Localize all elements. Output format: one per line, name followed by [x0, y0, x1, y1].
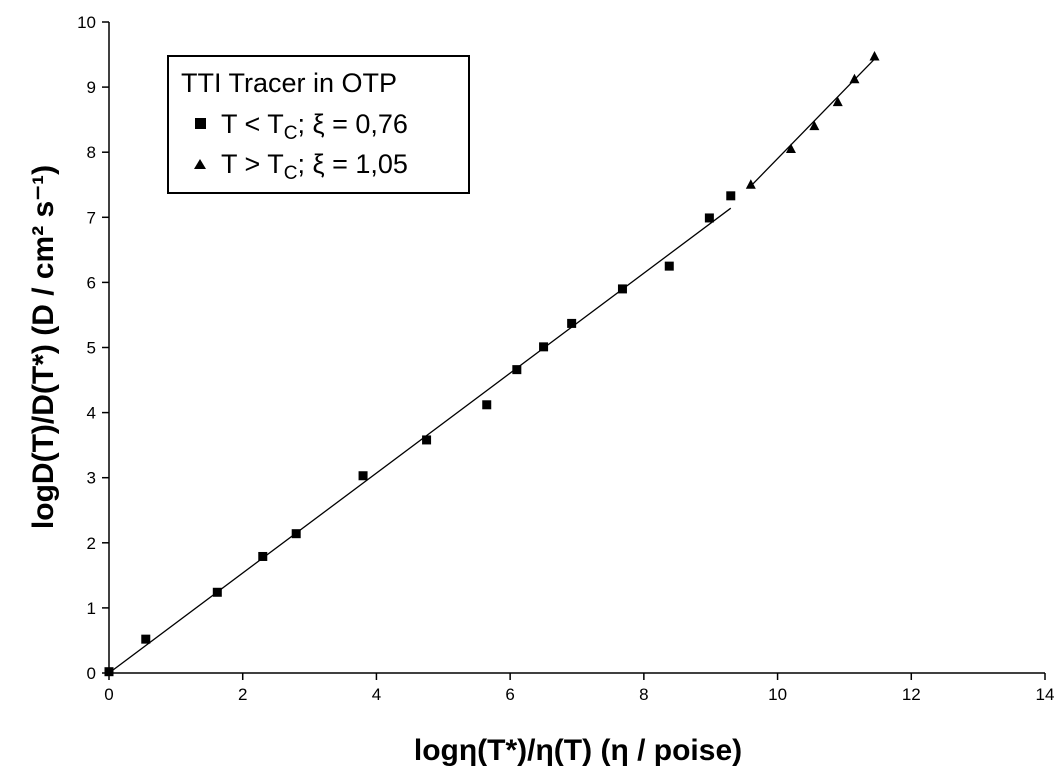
x-tick-label: 0 [104, 685, 113, 704]
legend: TTI Tracer in OTP T < TC; ξ = 0,76 T > T… [167, 55, 470, 194]
y-tick-label: 1 [87, 599, 96, 618]
y-tick-label: 8 [87, 143, 96, 162]
y-tick-label: 6 [87, 273, 96, 292]
x-tick-label: 14 [1036, 685, 1055, 704]
data-point-square [422, 435, 432, 445]
data-point-triangle [832, 96, 843, 107]
data-point-square [664, 261, 674, 271]
data-point-square [258, 551, 268, 561]
data-point-triangle [745, 179, 756, 189]
y-tick-label: 2 [87, 534, 96, 553]
x-tick-label: 6 [505, 685, 514, 704]
y-tick-label: 5 [87, 339, 96, 358]
data-point-square [704, 213, 714, 223]
data-point-triangle [869, 51, 880, 61]
x-tick-label: 2 [238, 685, 247, 704]
y-tick-label: 0 [87, 664, 96, 683]
data-point-square [104, 667, 114, 677]
data-point-square [617, 284, 627, 294]
data-points [104, 51, 880, 677]
y-tick-label: 10 [77, 13, 96, 32]
data-point-square [358, 471, 368, 481]
y-tick-label: 3 [87, 469, 96, 488]
data-point-square [512, 365, 522, 375]
data-point-triangle [849, 73, 860, 84]
y-tick-label: 9 [87, 78, 96, 97]
legend-triangle-icon [194, 159, 206, 169]
data-point-square [212, 587, 222, 597]
x-axis-title: logη(T*)/η(T) (η / poise) [414, 734, 742, 767]
x-tick-label: 10 [768, 685, 787, 704]
y-tick-label: 7 [87, 208, 96, 227]
legend-entry-1: T < TC; ξ = 0,76 [221, 109, 408, 144]
fit-line-1 [108, 207, 732, 674]
data-point-square [726, 191, 736, 201]
data-point-triangle [809, 120, 820, 131]
legend-square-icon [195, 118, 206, 129]
legend-box [167, 55, 470, 194]
y-tick-label: 4 [87, 404, 96, 423]
data-point-square [141, 634, 151, 644]
data-point-square [482, 400, 492, 410]
y-axis-title: logD(T)/D(T*) (D / cm² s⁻¹) [27, 165, 60, 529]
legend-entry-2: T > TC; ξ = 1,05 [221, 149, 408, 184]
x-tick-label: 4 [372, 685, 381, 704]
data-point-square [539, 342, 549, 352]
data-point-square [567, 318, 577, 328]
x-tick-label: 12 [902, 685, 921, 704]
x-tick-label: 8 [639, 685, 648, 704]
data-point-square [291, 529, 301, 539]
data-point-triangle [785, 143, 796, 153]
legend-title: TTI Tracer in OTP [181, 68, 397, 98]
